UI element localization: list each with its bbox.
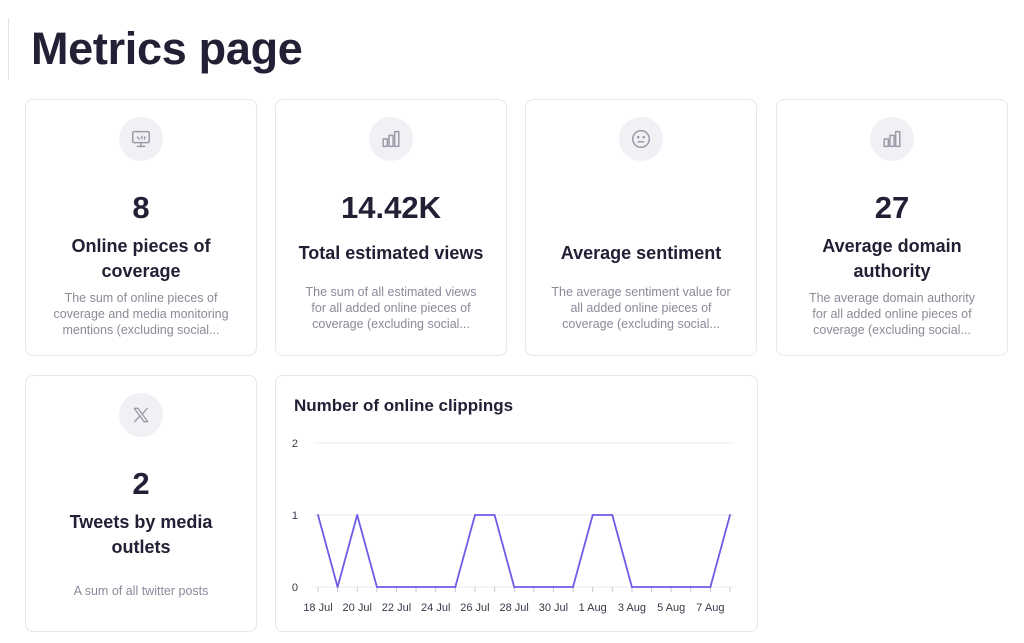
bar-chart-icon	[870, 117, 914, 161]
metric-label: Online pieces of coverage	[71, 236, 211, 281]
bar-chart-icon	[369, 117, 413, 161]
x-tick-label: 28 Jul	[500, 602, 529, 614]
data-point	[513, 586, 516, 588]
neutral-face-icon	[619, 117, 663, 161]
data-point	[650, 586, 653, 588]
data-point	[591, 514, 594, 516]
x-tick-label: 1 Aug	[579, 602, 607, 614]
data-point	[532, 586, 535, 588]
data-point	[454, 586, 457, 588]
metric-label: Average sentiment	[560, 243, 722, 263]
chart-title: Number of online clippings	[294, 396, 514, 415]
metric-card-online-coverage[interactable]: 8 Online pieces of coverage The sum of o…	[25, 99, 257, 356]
data-point	[729, 514, 731, 516]
metric-description: A sum of all twitter posts	[73, 584, 209, 598]
x-logo-icon	[119, 393, 163, 437]
monitor-icon	[119, 117, 163, 161]
data-point	[552, 586, 555, 588]
metric-card-domain-authority[interactable]: 27 Average domain authority The average …	[776, 99, 1008, 356]
data-point	[415, 586, 417, 588]
data-point	[631, 586, 633, 588]
data-point	[611, 514, 614, 516]
x-tick-label: 3 Aug	[618, 602, 646, 614]
data-point	[434, 586, 437, 588]
data-point	[336, 586, 339, 588]
metric-description: The sum of online pieces of coverage and…	[53, 291, 229, 337]
series-line	[317, 514, 731, 588]
data-point	[670, 586, 673, 588]
metric-card-total-views[interactable]: 14.42K Total estimated views The sum of …	[275, 99, 507, 356]
page-left-rule	[8, 18, 9, 80]
metric-value: 2	[132, 466, 150, 501]
data-point	[317, 514, 319, 516]
data-point	[474, 514, 476, 516]
data-point	[493, 514, 496, 516]
x-tick-label: 26 Jul	[460, 602, 489, 614]
metric-label: Average domain authority	[822, 236, 962, 281]
x-tick-label: 7 Aug	[696, 602, 724, 614]
y-tick-label: 2	[292, 438, 298, 450]
data-point	[356, 514, 359, 516]
metric-card-tweets[interactable]: 2 Tweets by media outlets A sum of all t…	[25, 375, 257, 632]
y-tick-label: 1	[292, 510, 298, 522]
metric-value: 14.42K	[341, 190, 441, 225]
metric-description: The average sentiment value for all adde…	[551, 285, 731, 331]
data-point	[572, 586, 574, 588]
data-point	[395, 586, 398, 588]
x-tick-label: 18 Jul	[303, 602, 332, 614]
x-tick-label: 20 Jul	[343, 602, 372, 614]
metric-description: The average domain authority for all add…	[808, 291, 976, 337]
metric-description: The sum of all estimated views for all a…	[305, 285, 477, 331]
x-tick-label: 24 Jul	[421, 602, 450, 614]
metric-card-average-sentiment[interactable]: Average sentiment The average sentiment …	[525, 99, 757, 356]
x-tick-label: 5 Aug	[657, 602, 685, 614]
metric-label: Tweets by media outlets	[69, 512, 213, 557]
online-clippings-chart: 0 1 2 18 Jul 20 Jul 22 Jul 24 Jul 26 Jul 28 Jul 3…	[292, 438, 734, 614]
x-tick-label: 22 Jul	[382, 602, 411, 614]
x-tick-label: 30 Jul	[539, 602, 568, 614]
data-point	[709, 586, 712, 588]
page-title: Metrics page	[31, 23, 303, 74]
metric-label: Total estimated views	[298, 243, 484, 263]
y-tick-label: 0	[292, 582, 298, 594]
chart-card-online-clippings: Number of online clippings 0 1 2 18 Jul 20 J…	[275, 375, 758, 632]
metric-value: 8	[132, 190, 150, 225]
data-point	[689, 586, 692, 588]
data-point	[375, 586, 378, 588]
metric-value: 27	[874, 190, 910, 225]
